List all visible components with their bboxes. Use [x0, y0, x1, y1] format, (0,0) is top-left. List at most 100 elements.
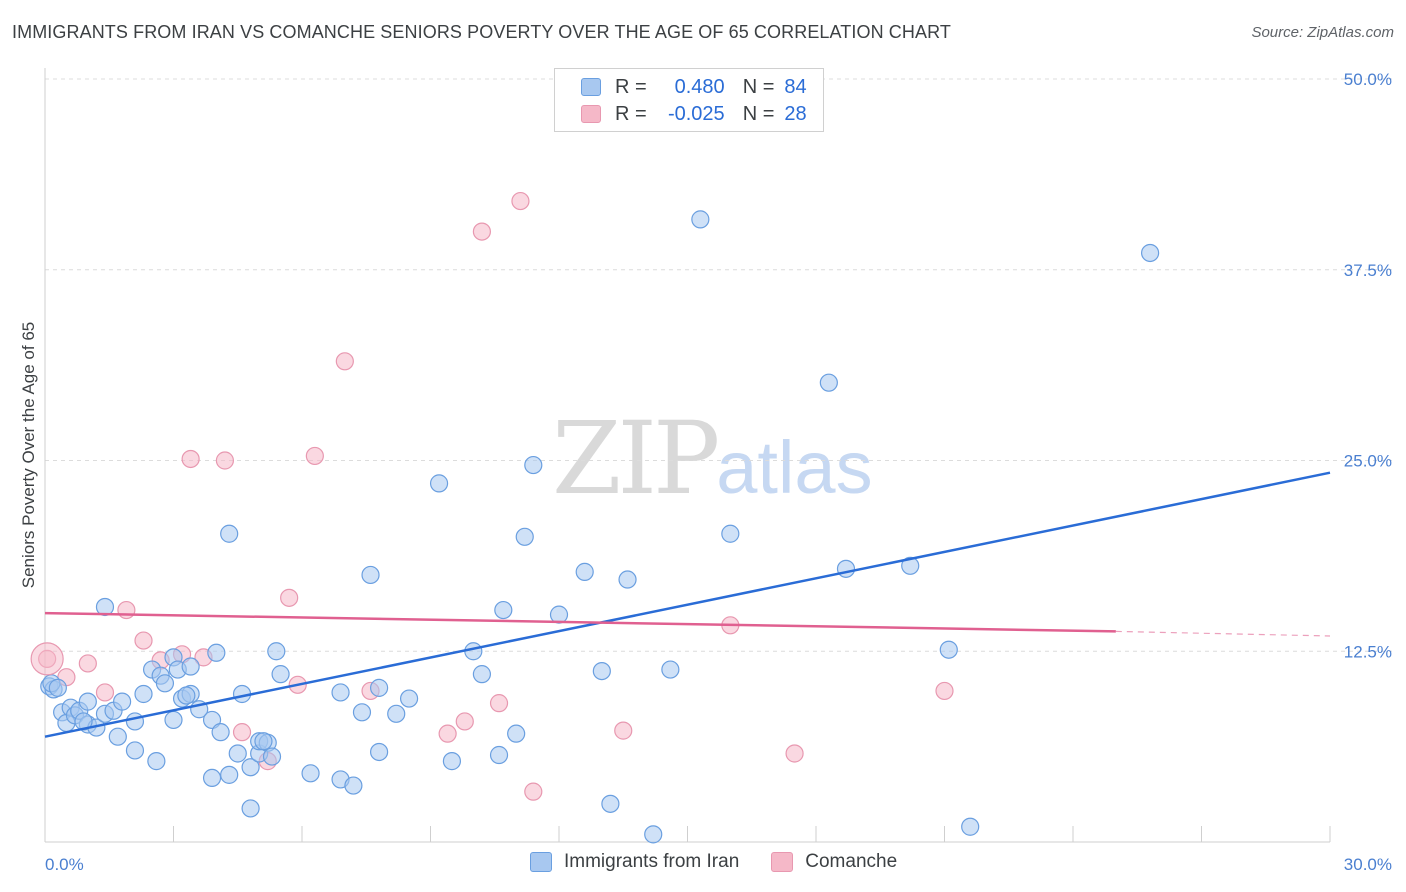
point-comanche: [785, 744, 804, 763]
y-tick-label: 50.0%: [1344, 70, 1392, 89]
point-iran: [78, 692, 97, 711]
point-iran: [164, 710, 183, 730]
point-iran: [442, 752, 462, 771]
point-iran: [961, 817, 980, 836]
point-iran: [220, 524, 239, 543]
legend-r-label: R =: [615, 75, 647, 98]
watermark-atlas: atlas: [716, 426, 873, 509]
point-comanche: [455, 712, 474, 731]
point-iran: [575, 562, 594, 581]
trendline-comanche: [44, 611, 1116, 633]
point-iran: [177, 686, 196, 705]
point-comanche: [95, 683, 115, 702]
point-comanche: [181, 449, 200, 469]
point-comanche: [280, 588, 299, 607]
point-iran: [524, 455, 543, 475]
point-comanche: [117, 600, 136, 620]
legend-row-comanche: R = -0.025 N = 28: [581, 101, 807, 127]
legend-label-comanche: Comanche: [805, 851, 898, 872]
chart-source: Source: ZipAtlas.com: [1251, 24, 1394, 41]
point-iran: [352, 703, 372, 722]
point-iran: [112, 692, 132, 711]
point-iran: [387, 704, 406, 723]
point-iran: [601, 794, 620, 813]
point-iran: [108, 727, 127, 746]
point-comanche: [524, 782, 543, 801]
legend-item-iran[interactable]: Immigrants from Iran: [530, 851, 739, 873]
y-tick-label: 25.0%: [1344, 452, 1392, 471]
legend-swatch-comanche: [581, 105, 601, 123]
point-iran: [819, 373, 838, 392]
point-iran: [228, 744, 247, 763]
point-iran: [592, 661, 611, 681]
point-iran: [691, 210, 710, 229]
point-iran: [241, 799, 260, 818]
point-iran: [95, 597, 115, 617]
legend-swatch-iran: [581, 78, 601, 96]
point-iran: [181, 657, 200, 676]
legend-swatch-iran: [530, 852, 552, 872]
point-iran: [489, 745, 509, 765]
point-iran: [472, 665, 491, 684]
point-iran: [202, 768, 222, 788]
point-iran: [1140, 243, 1160, 263]
point-comanche: [614, 721, 633, 740]
point-iran: [464, 642, 483, 661]
point-iran: [515, 527, 534, 546]
point-iran: [507, 724, 526, 743]
correlation-legend: R = 0.480 N = 84 R = -0.025 N = 28: [554, 68, 824, 132]
y-axis-title: Seniors Poverty Over the Age of 65: [19, 322, 38, 588]
point-iran: [211, 723, 230, 742]
point-comanche: [134, 631, 153, 650]
point-iran: [147, 752, 166, 771]
legend-r-value: -0.025: [667, 102, 725, 125]
point-iran: [155, 674, 175, 693]
legend-label-iran: Immigrants from Iran: [564, 851, 740, 872]
point-comanche: [438, 724, 457, 743]
trendline-comanche-extension: [1115, 630, 1331, 637]
point-iran: [301, 764, 320, 783]
point-comanche: [489, 694, 509, 713]
point-iran: [901, 556, 920, 575]
point-iran: [220, 765, 239, 784]
legend-swatch-comanche: [771, 852, 794, 872]
point-iran: [125, 741, 145, 760]
point-comanche: [78, 654, 97, 673]
legend-r-value: 0.480: [674, 75, 725, 98]
point-iran: [271, 665, 290, 684]
point-iran: [262, 747, 282, 766]
point-iran: [361, 565, 380, 585]
watermark-zip: ZIP: [552, 400, 720, 517]
point-iran: [370, 678, 389, 697]
point-iran: [494, 600, 513, 620]
point-iran: [344, 776, 363, 795]
point-iran: [370, 742, 389, 762]
point-iran: [331, 683, 350, 702]
legend-n-label: N =: [742, 75, 775, 98]
x-tick-label: 0.0%: [45, 855, 84, 874]
chart-title: IMMIGRANTS FROM IRAN VS COMANCHE SENIORS…: [12, 22, 951, 42]
point-iran: [125, 712, 145, 731]
series-legend: Immigrants from Iran Comanche: [530, 851, 929, 873]
y-tick-label: 37.5%: [1344, 261, 1392, 280]
point-iran: [267, 642, 286, 661]
point-iran: [134, 684, 153, 704]
point-iran: [254, 732, 273, 751]
point-comanche: [215, 451, 234, 470]
point-iran: [661, 660, 680, 679]
point-iran: [241, 758, 260, 777]
point-comanche: [335, 352, 354, 371]
legend-item-comanche[interactable]: Comanche: [771, 851, 897, 873]
watermark: ZIPatlas: [552, 400, 873, 517]
legend-row-iran: R = 0.480 N = 84: [581, 74, 807, 100]
point-comanche: [232, 723, 252, 742]
point-iran: [644, 825, 663, 844]
legend-n-value: 84: [784, 75, 807, 98]
legend-n-value: 28: [784, 102, 807, 125]
point-iran: [618, 570, 637, 589]
x-tick-label: 30.0%: [1344, 855, 1392, 874]
point-iran: [721, 524, 740, 543]
point-iran: [836, 559, 856, 578]
point-comanche: [935, 681, 954, 701]
